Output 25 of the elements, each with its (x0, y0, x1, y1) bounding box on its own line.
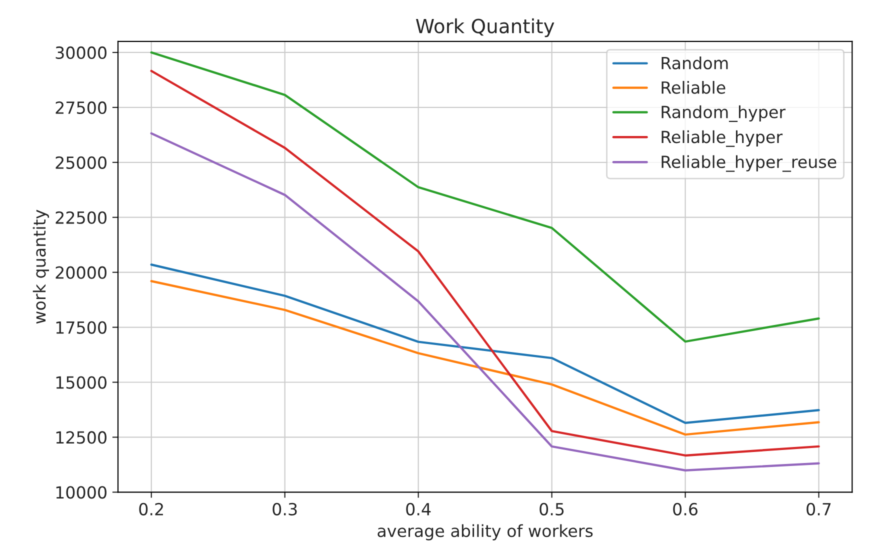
x-tick-label: 0.3 (272, 502, 297, 516)
y-axis-title: work quantity (32, 210, 49, 324)
x-tick-label: 0.7 (806, 502, 831, 516)
legend-label: Reliable_hyper (662, 130, 783, 147)
line-series (150, 280, 820, 436)
y-tick-label: 30000 (56, 46, 106, 60)
y-tick-label: 17500 (56, 321, 106, 334)
x-tick-label: 0.5 (540, 502, 564, 516)
y-tick-label: 15000 (56, 376, 106, 389)
y-tick-label: 10000 (56, 486, 106, 499)
y-tick-label: 25000 (56, 156, 106, 169)
x-tick-label: 0.4 (406, 502, 431, 516)
x-axis-title: average ability of workers (378, 524, 593, 540)
y-tick-label: 27500 (56, 101, 106, 114)
x-tick-label: 0.2 (139, 502, 163, 516)
y-tick-label: 22500 (56, 211, 106, 224)
y-tick-label: 20000 (56, 266, 106, 279)
legend-label: Reliable (662, 80, 726, 94)
legend-label: Random_hyper (662, 105, 786, 122)
chart-title: Work Quantity (416, 18, 554, 38)
legend-label: Reliable_hyper_reuse (662, 155, 836, 172)
x-tick-label: 0.6 (673, 502, 698, 516)
line-series (150, 264, 820, 424)
y-tick-label: 12500 (56, 431, 106, 444)
legend-label: Random (662, 56, 728, 70)
